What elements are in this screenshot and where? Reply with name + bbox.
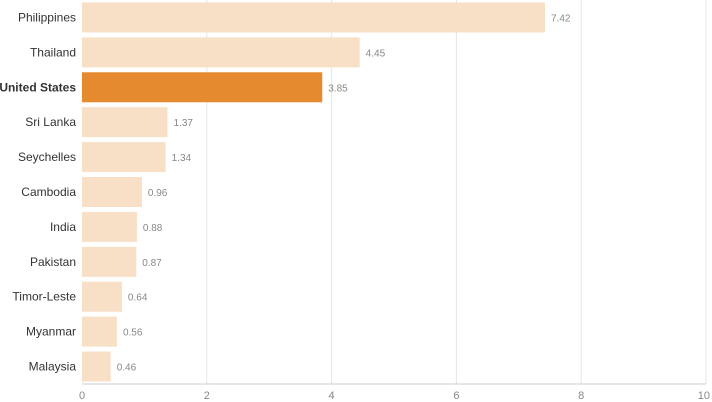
x-axis-tick-labels: 0 2 4 6 8 10 <box>79 390 710 402</box>
category-label-philippines: Philippines <box>18 10 76 24</box>
category-label-malaysia: Malaysia <box>29 360 77 374</box>
bar-india <box>82 211 137 242</box>
value-label-malaysia: 0.46 <box>117 363 137 374</box>
x-tick-label-6: 6 <box>453 390 459 402</box>
category-label-myanmar: Myanmar <box>26 325 76 339</box>
value-label-india: 0.88 <box>143 223 163 234</box>
x-tick-label-10: 10 <box>698 390 710 402</box>
value-label-philippines: 7.42 <box>551 13 571 24</box>
value-label-cambodia: 0.96 <box>148 188 168 199</box>
value-labels: 7.42 4.45 3.85 1.37 1.34 0.96 0.88 0.87 0.64 0.56… <box>117 13 571 373</box>
category-label-united-states: United States <box>0 80 76 94</box>
category-label-seychelles: Seychelles <box>18 150 76 164</box>
x-tick-label-0: 0 <box>79 390 85 402</box>
category-label-india: India <box>50 220 76 234</box>
x-tick-label-2: 2 <box>204 390 210 402</box>
bar-philippines <box>82 2 546 33</box>
category-labels: Philippines Thailand United States Sri Lank… <box>0 10 76 373</box>
bars <box>82 2 546 382</box>
value-label-thailand: 4.45 <box>366 48 386 59</box>
x-tick-label-8: 8 <box>578 390 584 402</box>
category-label-timor-leste: Timor-Leste <box>12 290 76 304</box>
bar-thailand <box>82 37 360 68</box>
value-label-myanmar: 0.56 <box>123 328 143 339</box>
bar-seychelles <box>82 142 166 173</box>
value-label-seychelles: 1.34 <box>172 153 192 164</box>
category-label-sri-lanka: Sri Lanka <box>25 115 76 129</box>
bar-united-states <box>82 72 323 103</box>
category-label-thailand: Thailand <box>30 45 76 59</box>
value-label-united-states: 3.85 <box>328 83 348 94</box>
bar-pakistan <box>82 246 137 277</box>
value-label-pakistan: 0.87 <box>142 258 162 269</box>
value-label-sri-lanka: 1.37 <box>173 118 193 129</box>
bar-cambodia <box>82 177 142 207</box>
bar-sri-lanka <box>82 107 168 138</box>
x-tick-label-4: 4 <box>329 390 335 402</box>
value-label-timor-leste: 0.64 <box>128 293 148 304</box>
category-label-pakistan: Pakistan <box>30 255 76 269</box>
category-label-cambodia: Cambodia <box>21 185 76 199</box>
bar-myanmar <box>82 316 117 347</box>
bar-malaysia <box>82 351 111 382</box>
bar-timor-leste <box>82 281 122 312</box>
